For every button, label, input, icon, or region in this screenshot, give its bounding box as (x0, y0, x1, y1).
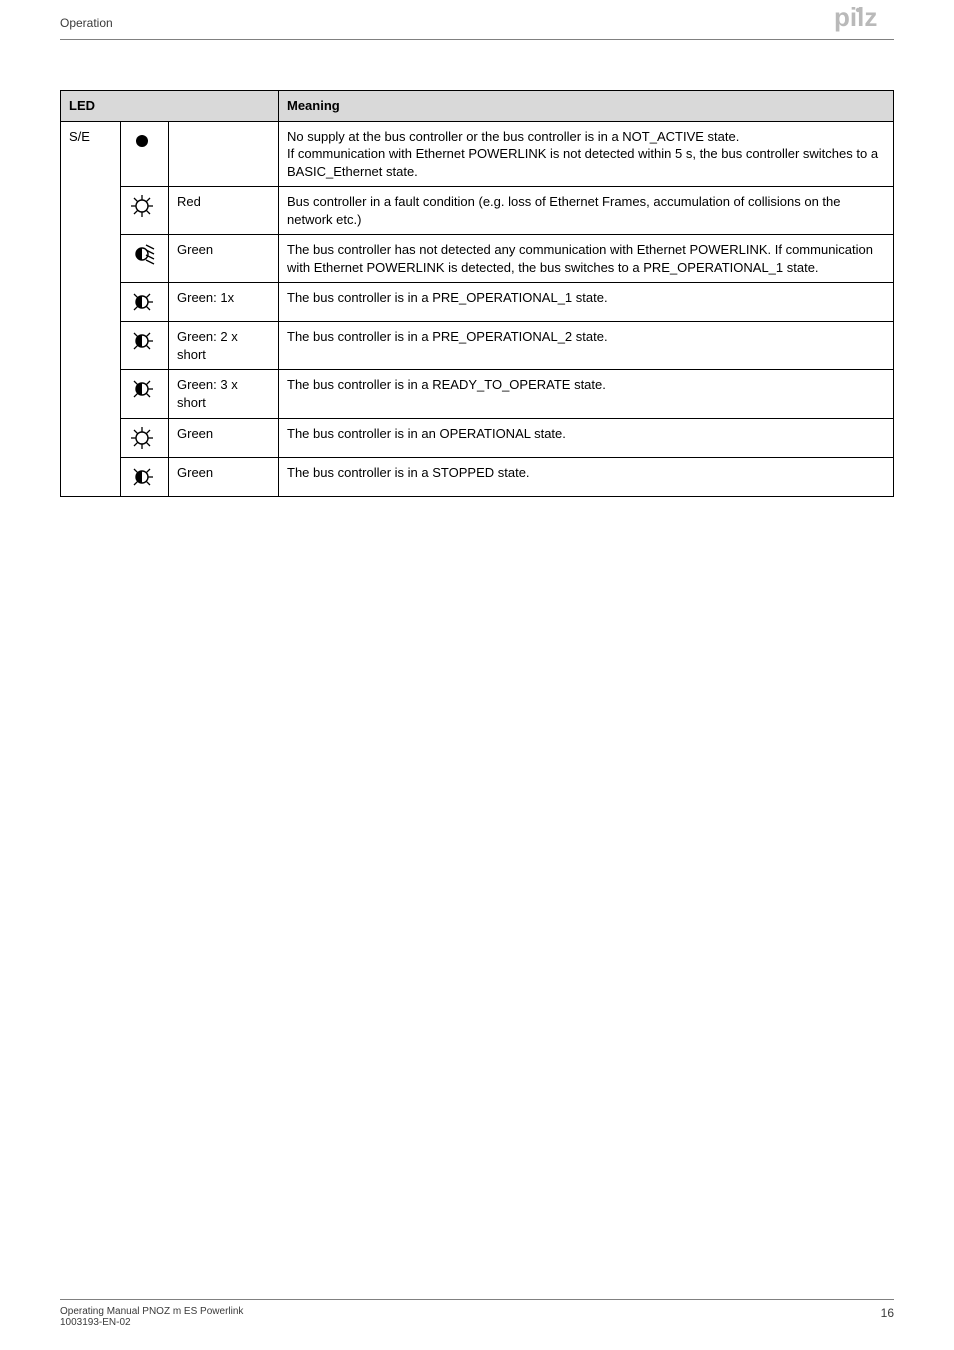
led-color-cell: Green (169, 235, 279, 283)
led-icon (121, 187, 169, 235)
th-led: LED (61, 91, 279, 122)
led-color-cell: Green (169, 457, 279, 496)
led-icon (121, 418, 169, 457)
led-meaning-cell: The bus controller is in an OPERATIONAL … (279, 418, 894, 457)
logo-text-svg: pilz (834, 4, 877, 32)
led-meaning-cell: The bus controller is in a PRE_OPERATION… (279, 322, 894, 370)
led-color-cell: Green: 2 x short (169, 322, 279, 370)
led-meaning-cell: The bus controller is in a READY_TO_OPER… (279, 370, 894, 418)
led-icon (121, 322, 169, 370)
led-icon (121, 283, 169, 322)
table-row: GreenThe bus controller is in a STOPPED … (61, 457, 894, 496)
table-header-row: LED Meaning (61, 91, 894, 122)
led-meaning-cell: The bus controller has not detected any … (279, 235, 894, 283)
page-header: Operation pilz (60, 0, 894, 40)
led-meaning-cell: The bus controller is in a STOPPED state… (279, 457, 894, 496)
main-content: LED Meaning S/E No supply at the bus cont… (60, 90, 894, 497)
table-row: S/ENo supply at the bus controller or th… (61, 121, 894, 187)
table-row: GreenThe bus controller is in an OPERATI… (61, 418, 894, 457)
led-meaning-cell: Bus controller in a fault condition (e.g… (279, 187, 894, 235)
footer-line2: 1003193-EN-02 (60, 1317, 894, 1328)
led-color-cell (169, 121, 279, 187)
table-body: S/E No supply at the bus controller or th… (61, 121, 894, 496)
led-icon (121, 370, 169, 418)
led-icon (121, 457, 169, 496)
led-icon (121, 121, 169, 187)
header-section: Operation (60, 16, 113, 30)
led-meaning-cell: No supply at the bus controller or the b… (279, 121, 894, 187)
footer-page: 16 (881, 1306, 894, 1320)
led-label-cell: S/E (61, 121, 121, 496)
led-color-cell: Green (169, 418, 279, 457)
led-color-cell: Green: 3 x short (169, 370, 279, 418)
th-meaning: Meaning (279, 91, 894, 122)
led-meaning-cell: The bus controller is in a PRE_OPERATION… (279, 283, 894, 322)
led-color-cell: Green: 1x (169, 283, 279, 322)
logo: pilz (834, 4, 894, 37)
page-footer: Operating Manual PNOZ m ES Powerlink 100… (60, 1299, 894, 1328)
led-table: LED Meaning S/E No supply at the bus cont… (60, 90, 894, 497)
footer-line1: Operating Manual PNOZ m ES Powerlink (60, 1306, 894, 1317)
table-row: RedBus controller in a fault condition (… (61, 187, 894, 235)
led-icon (121, 235, 169, 283)
table-row: Green: 1xThe bus controller is in a PRE_… (61, 283, 894, 322)
table-row: Green: 2 x shortThe bus controller is in… (61, 322, 894, 370)
table-row: Green: 3 x shortThe bus controller is in… (61, 370, 894, 418)
table-row: GreenThe bus controller has not detected… (61, 235, 894, 283)
led-color-cell: Red (169, 187, 279, 235)
